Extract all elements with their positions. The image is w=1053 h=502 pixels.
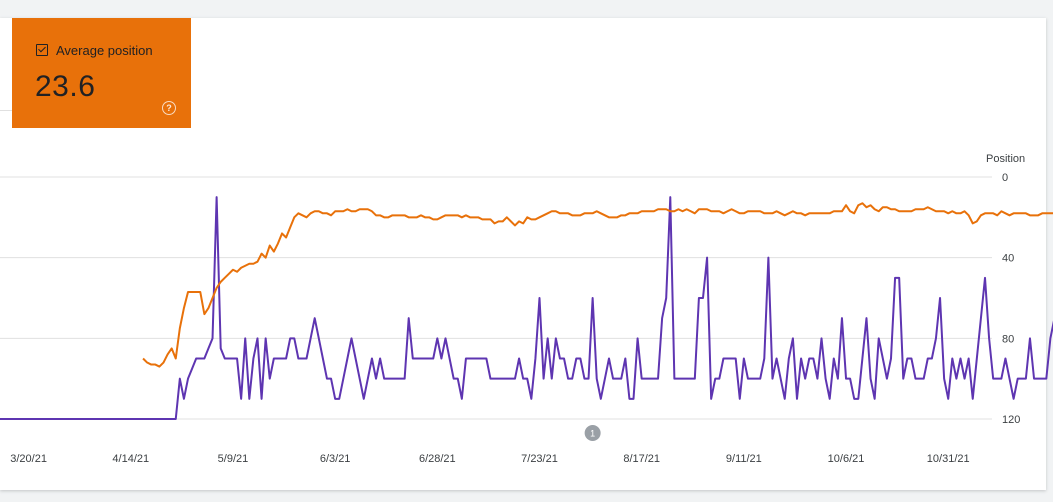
y-tick-label-80: 80 <box>1002 333 1014 345</box>
series-line-0 <box>142 202 1053 368</box>
y-tick-label-40: 40 <box>1002 253 1014 265</box>
average-position-metric-card[interactable]: Average position 23.6 ? <box>12 18 191 128</box>
x-tick-label-2: 5/9/21 <box>218 453 249 465</box>
y-tick-label-0: 0 <box>1002 172 1008 184</box>
y-tick-label-120: 120 <box>1002 414 1020 426</box>
x-tick-label-0: 3/20/21 <box>10 453 47 465</box>
card-divider <box>0 110 12 111</box>
x-tick-label-3: 6/3/21 <box>320 453 351 465</box>
annotation-marker <box>584 425 601 441</box>
x-tick-label-7: 9/11/21 <box>726 453 762 465</box>
metric-checkbox[interactable] <box>36 44 48 56</box>
annotation-label: 1 <box>590 429 595 439</box>
x-tick-label-4: 6/28/21 <box>419 453 456 465</box>
help-circle-icon[interactable]: ? <box>162 101 176 115</box>
series-line-1 <box>0 196 1053 420</box>
x-tick-label-5: 7/23/21 <box>521 453 558 465</box>
x-tick-label-6: 8/17/21 <box>623 453 660 465</box>
metric-label: Average position <box>56 43 153 58</box>
x-tick-label-8: 10/6/21 <box>828 453 865 465</box>
x-tick-label-9: 10/31/21 <box>927 453 970 465</box>
x-tick-label-1: 4/14/21 <box>112 453 149 465</box>
y-axis-title: Position <box>986 153 1026 165</box>
metric-value: 23.6 <box>35 70 96 103</box>
